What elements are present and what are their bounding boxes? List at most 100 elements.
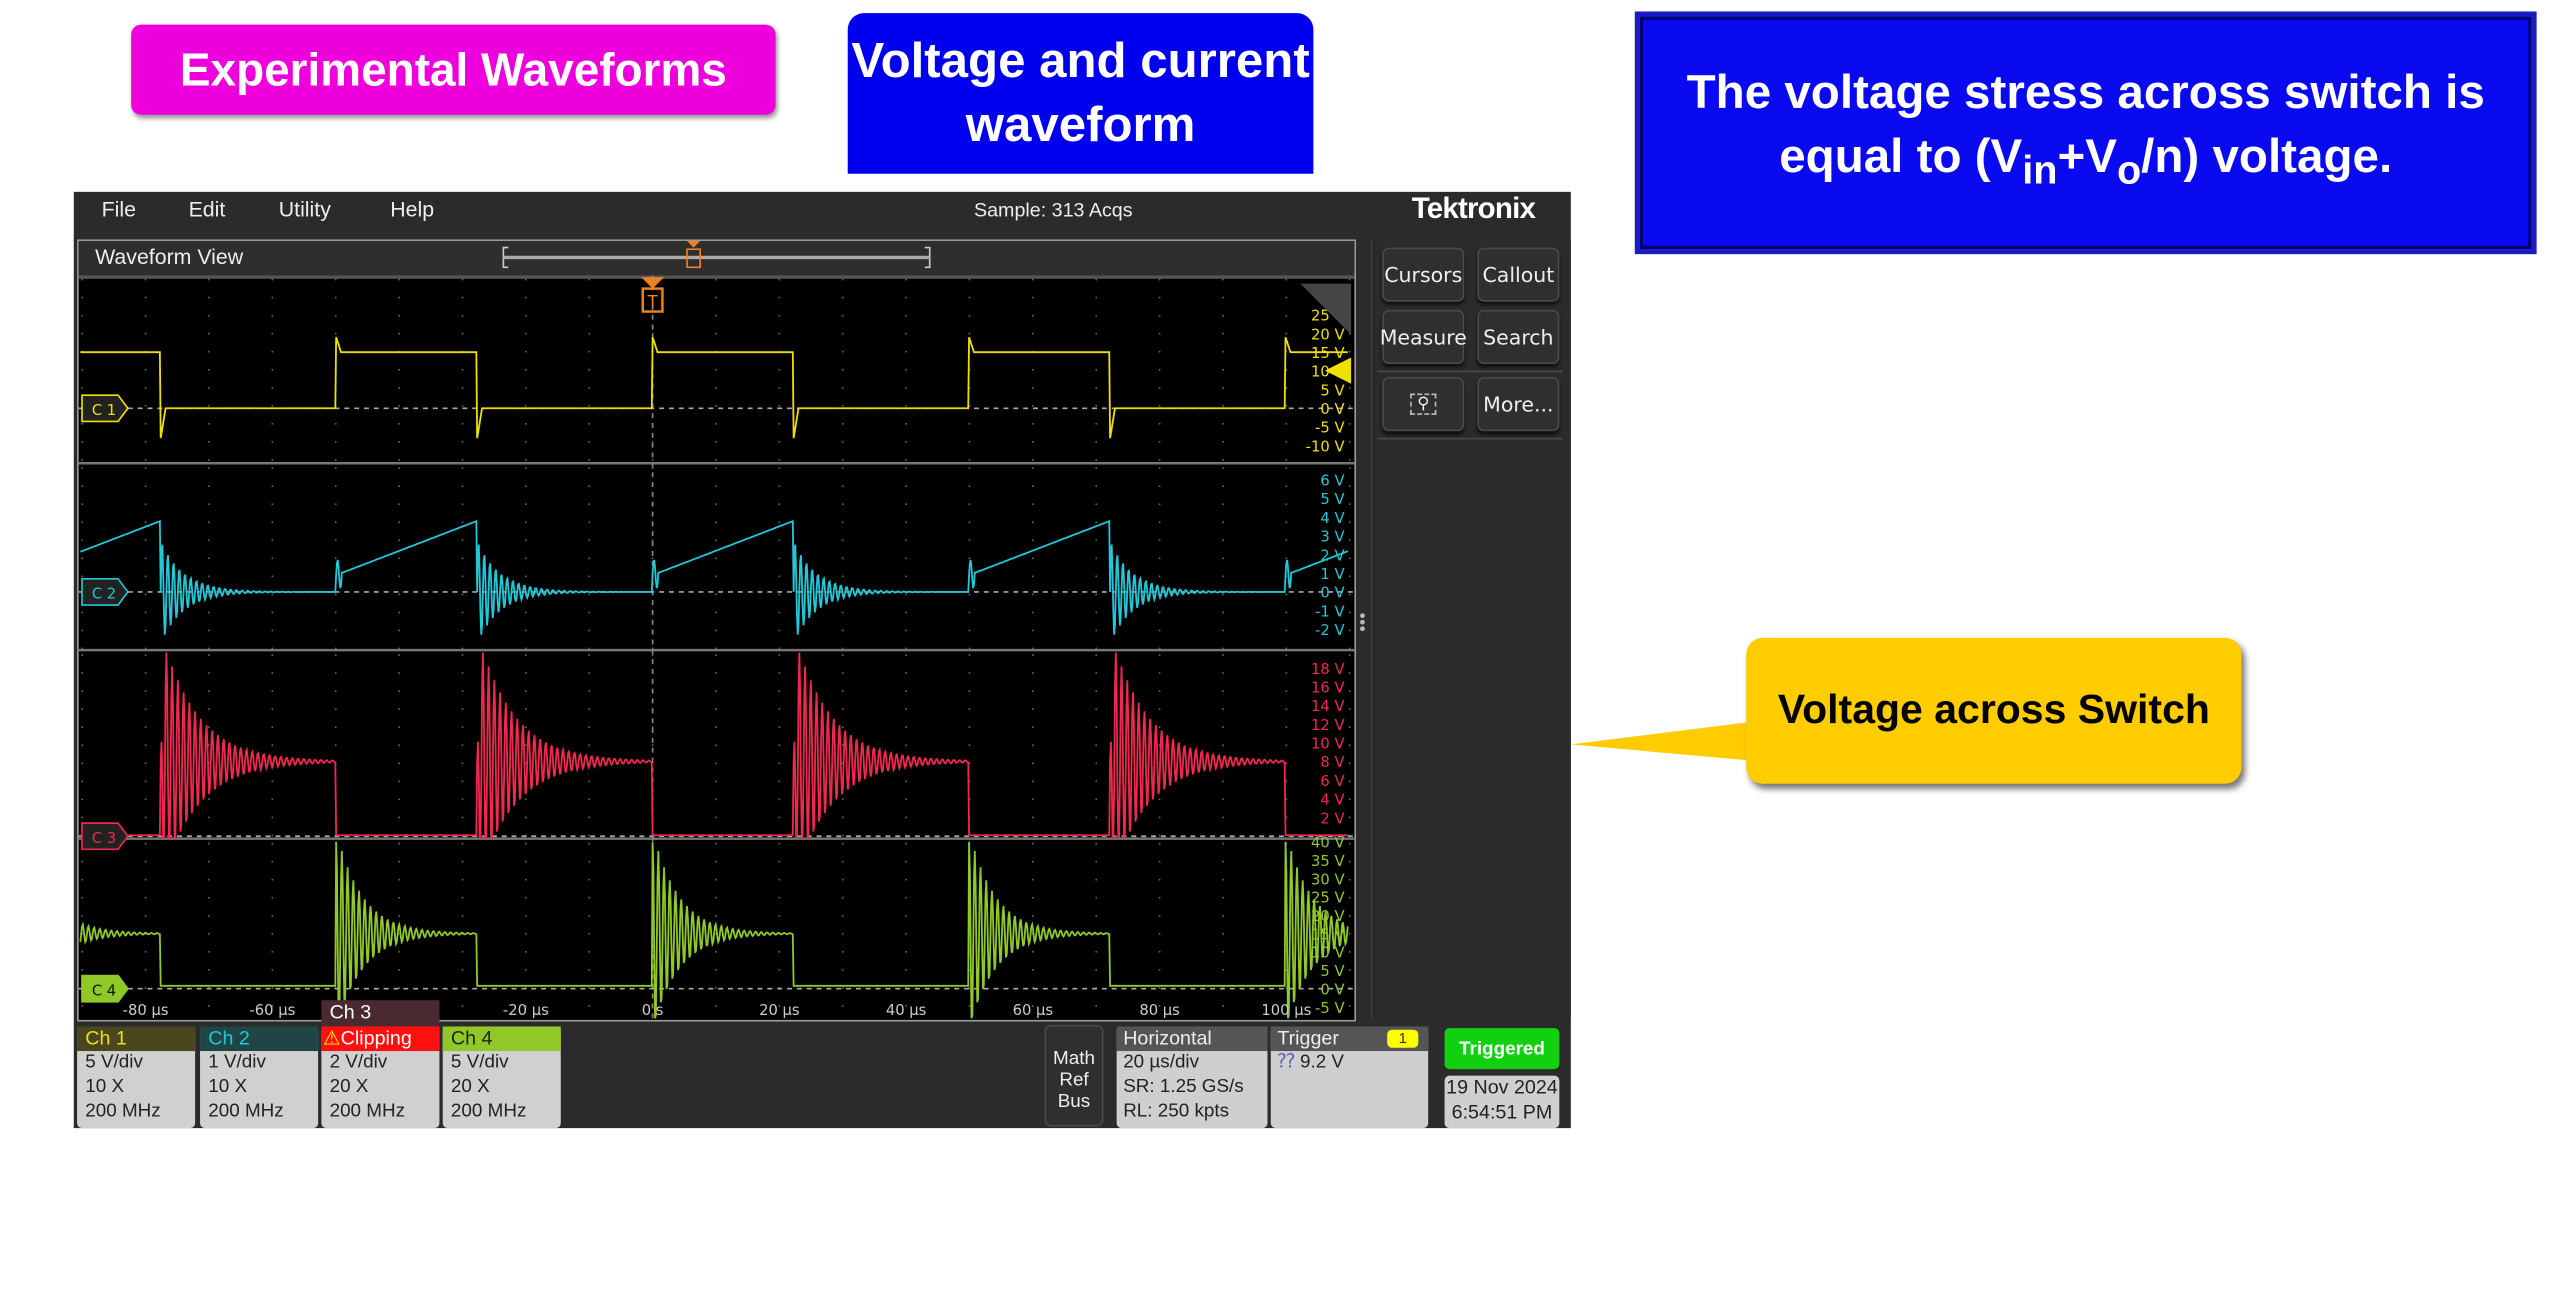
channel-3-badge[interactable]: ⚠Clipping 2 V/div 20 X 200 MHz <box>321 1026 440 1129</box>
time-tick-label: 0 s <box>642 1002 664 1019</box>
trigger-badge[interactable]: Trigger 1 ⁇ 9.2 V <box>1270 1026 1429 1129</box>
channel-2-trace <box>80 519 1349 635</box>
channel-2-handle <box>81 577 129 606</box>
more-button[interactable]: More... <box>1477 377 1560 432</box>
zoom-select-icon: ⚲ <box>1410 393 1436 415</box>
channel-2-tick-label: 1 V <box>1320 566 1344 583</box>
channel-1-badge[interactable]: Ch 1 5 V/div 10 X 200 MHz <box>77 1026 196 1129</box>
channel-4-tick-label: -5 V <box>1315 1000 1345 1017</box>
channel-1-trace <box>80 337 1348 439</box>
channel-3-label: Ch 3 <box>321 1000 440 1027</box>
callout-pointer <box>1570 721 1755 761</box>
experimental-waveforms-title: Experimental Waveforms <box>131 24 776 115</box>
channel-2-tick-label: 0 V <box>1320 585 1344 602</box>
tektronix-logo: Tektronix <box>1411 191 1536 225</box>
voltage-across-switch-callout: Voltage across Switch <box>1746 637 2242 784</box>
clipping-status: Clipping <box>340 1026 412 1050</box>
channel-3-tick-label: 2 V <box>1320 810 1344 827</box>
waveform-view-header: Waveform View <box>78 241 1355 279</box>
channel-4-tick-label: 30 V <box>1311 871 1345 888</box>
zoom-select-button[interactable]: ⚲ <box>1382 377 1465 432</box>
channel-2-tick-label: 3 V <box>1320 529 1344 546</box>
acquisition-status: Sample: 313 Acqs <box>973 198 1133 222</box>
panel-resize-handle[interactable]: • • • <box>1357 608 1368 640</box>
channel-4-handle-label: C 4 <box>92 982 116 999</box>
time-tick-label: -80 µs <box>123 1002 169 1019</box>
channel-4-tick-label: 25 V <box>1311 890 1345 907</box>
channel-2-tick-label: -1 V <box>1315 603 1345 620</box>
trigger-level-arrow <box>1324 357 1352 384</box>
warning-icon: ⚠ <box>323 1026 341 1050</box>
date-time-display[interactable]: 19 Nov 2024 6:54:51 PM <box>1444 1075 1560 1129</box>
voltage-current-title: Voltage and current waveform <box>847 13 1314 174</box>
channel-2-handle-label: C 2 <box>92 585 116 602</box>
callout-button[interactable]: Callout <box>1477 247 1560 302</box>
channel-1-handle <box>81 394 129 423</box>
channel-3-trace <box>80 652 1348 839</box>
zoom-corner-icon <box>1300 283 1352 335</box>
time-tick-label: 100 µs <box>1261 1002 1311 1019</box>
menu-file[interactable]: File <box>101 196 137 222</box>
trigger-marker-arrow <box>641 277 665 289</box>
channel-1-tick-label: -10 V <box>1306 438 1345 455</box>
voltage-stress-note: The voltage stress across switch is equa… <box>1634 11 2537 255</box>
channel-3-tick-label: 10 V <box>1311 736 1345 753</box>
time-tick-label: 20 µs <box>759 1002 800 1019</box>
menu-help[interactable]: Help <box>390 196 435 222</box>
channel-1-tick-label: 15 V <box>1311 345 1345 362</box>
stress-line-1: The voltage stress across switch is <box>1686 67 2485 120</box>
trigger-marker-box <box>641 287 664 313</box>
channel-4-tick-label: 35 V <box>1311 853 1345 870</box>
horizontal-badge[interactable]: Horizontal 20 µs/div SR: 1.25 GS/s RL: 2… <box>1116 1026 1268 1129</box>
channel-3-tick-label: 6 V <box>1320 773 1344 790</box>
channel-4-tick-label: 10 V <box>1311 945 1345 962</box>
channel-2-badge[interactable]: Ch 2 1 V/div 10 X 200 MHz <box>200 1026 319 1129</box>
channel-3-tick-label: 4 V <box>1320 792 1344 809</box>
channel-2-tick-label: -2 V <box>1315 622 1345 639</box>
waveform-view-title: Waveform View <box>95 244 244 269</box>
measure-button[interactable]: Measure <box>1380 309 1467 365</box>
channel-1-tick-label: 20 V <box>1311 326 1345 343</box>
acquisition-state-badge[interactable]: Triggered <box>1444 1028 1560 1070</box>
channel-3-tick-label: 12 V <box>1311 717 1345 734</box>
channel-3-tick-label: 14 V <box>1311 698 1345 715</box>
trigger-source: 1 <box>1387 1029 1419 1048</box>
channel-4-tick-label: 15 V <box>1311 926 1345 943</box>
stress-line-2: equal to (Vin+Vo/n) voltage. <box>1779 131 2393 194</box>
channel-2-tick-label: 5 V <box>1320 491 1344 508</box>
time-tick-label: -20 µs <box>503 1002 549 1019</box>
time-tick-label: -60 µs <box>249 1002 295 1019</box>
channel-3-tick-label: 8 V <box>1320 754 1344 771</box>
channel-3-tick-label: 18 V <box>1311 661 1345 678</box>
channel-4-tick-label: 40 V <box>1311 835 1345 852</box>
waveform-plot[interactable]: TC 125 V20 V15 V10 V5 V0 V-5 V-10 VC 26 … <box>78 275 1355 1020</box>
channel-2-tick-label: 4 V <box>1320 510 1344 527</box>
time-tick-label: 80 µs <box>1139 1002 1180 1019</box>
channel-1-tick-label: 5 V <box>1320 382 1344 399</box>
menu-edit[interactable]: Edit <box>188 196 226 222</box>
trigger-marker-label: T <box>647 292 659 311</box>
channel-4-tick-label: 5 V <box>1320 963 1344 980</box>
time-tick-label: 40 µs <box>886 1002 927 1019</box>
search-button[interactable]: Search <box>1477 309 1560 365</box>
record-overview-bar[interactable] <box>502 241 932 275</box>
channel-3-handle <box>81 822 129 851</box>
channel-1-tick-label: 0 V <box>1320 401 1344 418</box>
rising-edge-icon: ⁇ <box>1277 1052 1295 1073</box>
channel-4-badge[interactable]: Ch 4 5 V/div 20 X 200 MHz <box>442 1026 561 1129</box>
time-tick-label: 60 µs <box>1013 1002 1054 1019</box>
side-panel: Cursors Callout Measure Search ⚲ More... <box>1370 239 1571 1019</box>
oscilloscope-window: File Edit Utility Help Sample: 313 Acqs … <box>73 191 1571 1129</box>
channel-1-handle-label: C 1 <box>92 402 116 419</box>
channel-2-tick-label: 2 V <box>1320 547 1344 564</box>
channel-3-tick-label: 16 V <box>1311 679 1345 696</box>
menu-utility[interactable]: Utility <box>278 196 331 222</box>
channel-4-handle <box>81 974 129 1003</box>
cursors-button[interactable]: Cursors <box>1382 247 1465 302</box>
channel-4-tick-label: 20 V <box>1311 908 1345 925</box>
channel-4-trace <box>79 841 1349 1019</box>
channel-4-tick-label: 0 V <box>1320 981 1344 998</box>
channel-2-tick-label: 6 V <box>1320 473 1344 490</box>
math-ref-bus-button[interactable]: Math Ref Bus <box>1044 1024 1104 1127</box>
